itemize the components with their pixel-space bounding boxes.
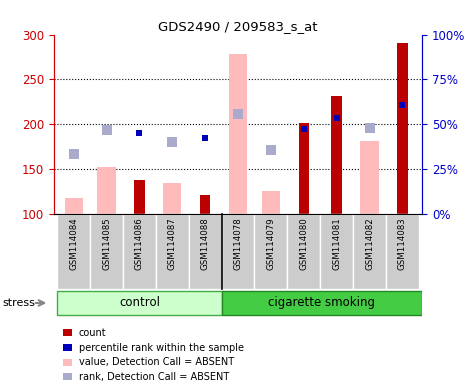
Text: GSM114084: GSM114084 [69,217,78,270]
Text: GSM114080: GSM114080 [299,217,308,270]
Text: GSM114086: GSM114086 [135,217,144,270]
Text: GSM114083: GSM114083 [398,217,407,270]
Bar [262,191,280,214]
Bar [361,141,378,214]
Bar [229,54,247,214]
Bar [65,198,83,214]
Text: GSM114085: GSM114085 [102,217,111,270]
Bar [63,373,72,380]
Text: GSM114082: GSM114082 [365,217,374,270]
Bar [189,214,221,289]
Bar [386,214,419,289]
Bar [57,214,90,289]
Bar [98,167,115,214]
Bar [200,195,211,214]
Bar [353,214,386,289]
Text: GSM114088: GSM114088 [201,217,210,270]
Text: stress: stress [2,298,35,308]
Text: GSM114087: GSM114087 [168,217,177,270]
Bar [221,214,255,289]
Bar [63,359,72,366]
Bar [63,329,72,336]
Bar [156,214,189,289]
Bar [255,214,287,289]
Title: GDS2490 / 209583_s_at: GDS2490 / 209583_s_at [158,20,318,33]
Bar [90,214,123,289]
Text: GSM114078: GSM114078 [234,217,242,270]
Text: GSM114081: GSM114081 [332,217,341,270]
Text: control: control [119,296,160,310]
Bar [221,291,422,315]
Bar [163,183,182,214]
Bar [320,214,353,289]
Text: percentile rank within the sample: percentile rank within the sample [79,343,244,353]
Text: GSM114079: GSM114079 [266,217,275,270]
Text: value, Detection Call = ABSENT: value, Detection Call = ABSENT [79,357,234,367]
Text: cigarette smoking: cigarette smoking [268,296,375,310]
Bar [57,291,221,315]
Bar [332,96,342,214]
Bar [123,214,156,289]
Text: count: count [79,328,106,338]
Bar [134,180,144,214]
Text: rank, Detection Call = ABSENT: rank, Detection Call = ABSENT [79,372,229,382]
Bar [287,214,320,289]
Bar [63,344,72,351]
Bar [397,43,408,214]
Bar [298,122,309,214]
